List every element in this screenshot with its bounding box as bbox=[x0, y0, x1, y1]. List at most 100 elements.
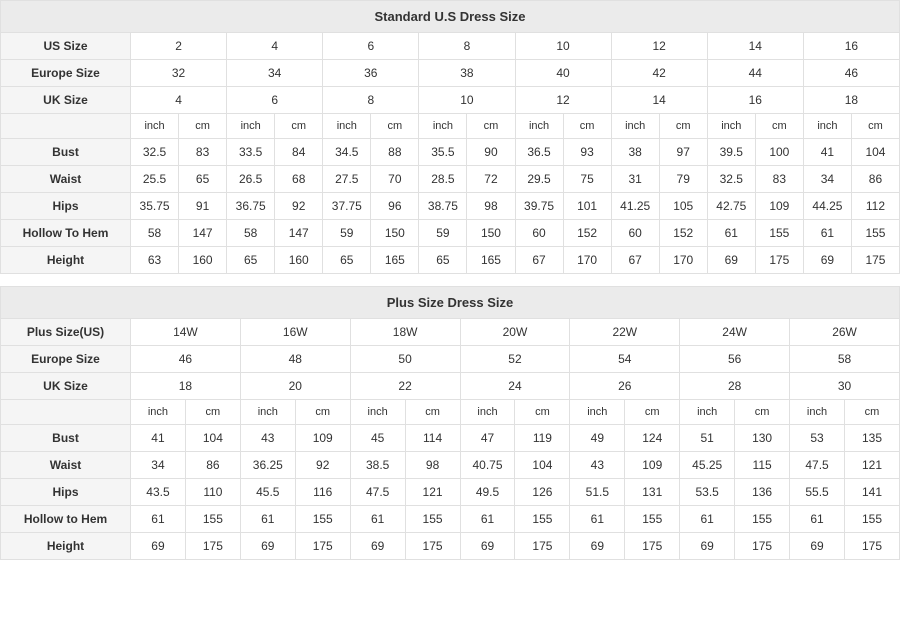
table-row: UK Size18202224262830 bbox=[1, 373, 900, 400]
row-label: Europe Size bbox=[1, 60, 131, 87]
table-row: Bust41104431094511447119491245113053135 bbox=[1, 425, 900, 452]
value-inch: 47 bbox=[460, 425, 515, 452]
value-cm: 109 bbox=[755, 193, 803, 220]
table-row: US Size246810121416 bbox=[1, 33, 900, 60]
value-cm: 104 bbox=[185, 425, 240, 452]
value-cm: 175 bbox=[185, 533, 240, 560]
value-inch: 69 bbox=[240, 533, 295, 560]
value-inch: 65 bbox=[419, 247, 467, 274]
size-cell: 14 bbox=[611, 87, 707, 114]
value-inch: 35.5 bbox=[419, 139, 467, 166]
size-cell: 34 bbox=[227, 60, 323, 87]
value-cm: 165 bbox=[371, 247, 419, 274]
value-inch: 45.5 bbox=[240, 479, 295, 506]
value-inch: 45 bbox=[350, 425, 405, 452]
value-inch: 41 bbox=[131, 425, 186, 452]
row-label: Hollow to Hem bbox=[1, 506, 131, 533]
value-cm: 130 bbox=[735, 425, 790, 452]
value-cm: 86 bbox=[851, 166, 899, 193]
table-row: Hips43.511045.511647.512149.512651.51315… bbox=[1, 479, 900, 506]
value-inch: 61 bbox=[240, 506, 295, 533]
value-inch: 38.5 bbox=[350, 452, 405, 479]
value-inch: 44.25 bbox=[803, 193, 851, 220]
unit-cm: cm bbox=[659, 114, 707, 139]
value-cm: 96 bbox=[371, 193, 419, 220]
size-cell: 2 bbox=[131, 33, 227, 60]
value-inch: 61 bbox=[131, 506, 186, 533]
unit-cm: cm bbox=[563, 114, 611, 139]
unit-cm: cm bbox=[735, 400, 790, 425]
value-inch: 39.75 bbox=[515, 193, 563, 220]
value-inch: 34.5 bbox=[323, 139, 371, 166]
table-title-row: Plus Size Dress Size bbox=[1, 287, 900, 319]
value-inch: 34 bbox=[803, 166, 851, 193]
size-cell: 32 bbox=[131, 60, 227, 87]
row-label: Waist bbox=[1, 452, 131, 479]
row-label: Bust bbox=[1, 139, 131, 166]
size-cell: 4 bbox=[227, 33, 323, 60]
size-cell: 8 bbox=[419, 33, 515, 60]
table-title: Plus Size Dress Size bbox=[1, 287, 900, 319]
value-cm: 152 bbox=[659, 220, 707, 247]
value-cm: 84 bbox=[275, 139, 323, 166]
size-cell: 16W bbox=[240, 319, 350, 346]
size-cell: 26W bbox=[790, 319, 900, 346]
size-cell: 22 bbox=[350, 373, 460, 400]
value-cm: 175 bbox=[295, 533, 350, 560]
size-cell: 40 bbox=[515, 60, 611, 87]
value-inch: 43 bbox=[570, 452, 625, 479]
size-cell: 26 bbox=[570, 373, 680, 400]
row-label: UK Size bbox=[1, 87, 131, 114]
value-inch: 60 bbox=[515, 220, 563, 247]
value-cm: 116 bbox=[295, 479, 350, 506]
value-inch: 43 bbox=[240, 425, 295, 452]
value-cm: 155 bbox=[844, 506, 899, 533]
value-cm: 109 bbox=[295, 425, 350, 452]
row-label: Height bbox=[1, 533, 131, 560]
value-inch: 34 bbox=[131, 452, 186, 479]
size-cell: 22W bbox=[570, 319, 680, 346]
value-inch: 65 bbox=[323, 247, 371, 274]
value-cm: 170 bbox=[659, 247, 707, 274]
value-inch: 67 bbox=[611, 247, 659, 274]
value-inch: 41.25 bbox=[611, 193, 659, 220]
value-cm: 155 bbox=[295, 506, 350, 533]
value-inch: 61 bbox=[460, 506, 515, 533]
value-inch: 61 bbox=[350, 506, 405, 533]
row-label bbox=[1, 114, 131, 139]
size-cell: 6 bbox=[323, 33, 419, 60]
value-inch: 32.5 bbox=[707, 166, 755, 193]
row-label bbox=[1, 400, 131, 425]
size-cell: 54 bbox=[570, 346, 680, 373]
row-label: Europe Size bbox=[1, 346, 131, 373]
value-cm: 150 bbox=[371, 220, 419, 247]
size-cell: 18W bbox=[350, 319, 460, 346]
value-inch: 69 bbox=[570, 533, 625, 560]
value-inch: 69 bbox=[803, 247, 851, 274]
value-inch: 51 bbox=[680, 425, 735, 452]
value-cm: 160 bbox=[275, 247, 323, 274]
value-inch: 49.5 bbox=[460, 479, 515, 506]
value-inch: 27.5 bbox=[323, 166, 371, 193]
value-cm: 98 bbox=[405, 452, 460, 479]
unit-inch: inch bbox=[323, 114, 371, 139]
table-gap bbox=[0, 274, 900, 286]
unit-row: inchcminchcminchcminchcminchcminchcminch… bbox=[1, 114, 900, 139]
unit-inch: inch bbox=[131, 114, 179, 139]
value-cm: 160 bbox=[179, 247, 227, 274]
table-row: Europe Size3234363840424446 bbox=[1, 60, 900, 87]
value-cm: 175 bbox=[851, 247, 899, 274]
size-cell: 36 bbox=[323, 60, 419, 87]
size-cell: 52 bbox=[460, 346, 570, 373]
unit-cm: cm bbox=[467, 114, 515, 139]
value-cm: 93 bbox=[563, 139, 611, 166]
size-cell: 16 bbox=[803, 33, 899, 60]
value-inch: 69 bbox=[350, 533, 405, 560]
table-row: Europe Size46485052545658 bbox=[1, 346, 900, 373]
unit-inch: inch bbox=[803, 114, 851, 139]
value-cm: 155 bbox=[625, 506, 680, 533]
value-cm: 124 bbox=[625, 425, 680, 452]
value-cm: 121 bbox=[405, 479, 460, 506]
value-cm: 155 bbox=[851, 220, 899, 247]
value-cm: 75 bbox=[563, 166, 611, 193]
